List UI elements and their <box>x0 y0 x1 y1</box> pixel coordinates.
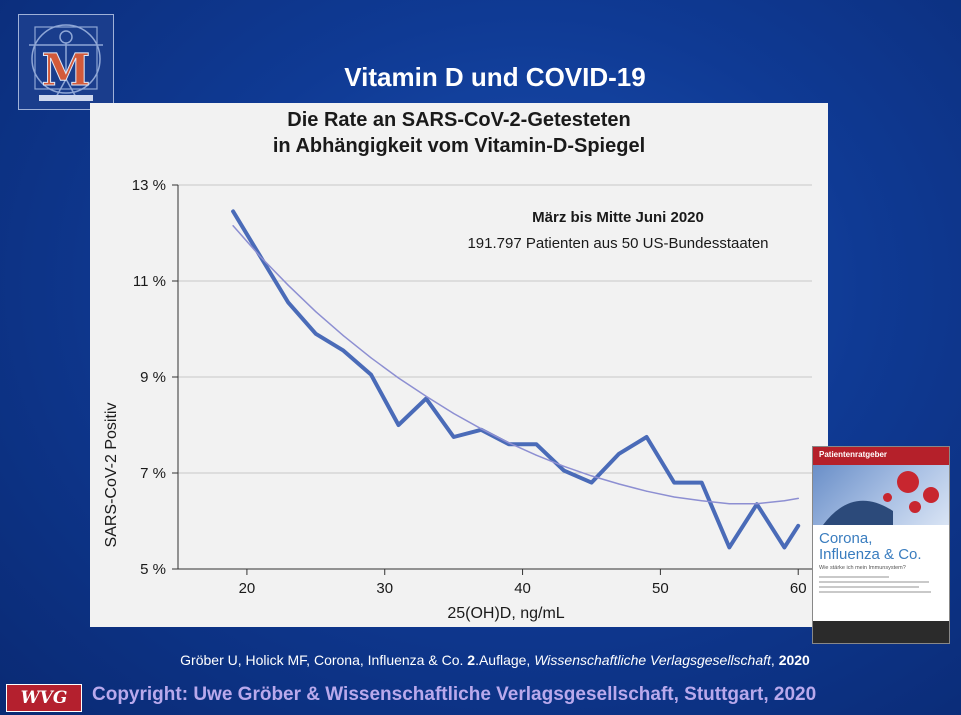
fit-point <box>397 377 400 379</box>
data-point <box>286 301 290 305</box>
x-axis-label: 25(OH)D, ng/mL <box>447 605 564 622</box>
chart-annotation-period: März bis Mitte Juni 2020 <box>532 209 704 226</box>
fit-point <box>783 500 786 502</box>
chart-title-line2: in Abhängigkeit vom Vitamin-D-Spiegel <box>272 135 646 157</box>
data-point <box>562 469 566 473</box>
data-point <box>397 423 401 427</box>
citation-publisher: Wissenschaftliche Verlagsgesellschaft <box>534 652 771 668</box>
fit-point <box>618 483 620 485</box>
wvg-logo: WVG <box>6 684 82 712</box>
fit-point <box>480 428 482 430</box>
svg-text:M: M <box>42 45 91 96</box>
data-point <box>672 481 676 485</box>
book-cover-illustration <box>813 465 949 525</box>
book-title-line2: Influenza & Co. <box>819 546 922 563</box>
citation-edition: 2 <box>467 652 476 668</box>
fit-point <box>756 503 758 505</box>
citation-edition-suffix: .Auflage, <box>475 652 535 668</box>
fit-curve-line <box>232 225 799 505</box>
data-point <box>314 332 318 336</box>
citation: Gröber U, Holick MF, Corona, Influenza &… <box>0 652 961 668</box>
fit-point <box>563 465 565 467</box>
data-point <box>617 452 621 456</box>
data-point <box>341 349 345 353</box>
x-tick-label: 20 <box>239 580 256 597</box>
fit-point <box>453 412 455 415</box>
book-cover: Patientenratgeber Corona, Influenza & Co… <box>812 446 950 644</box>
x-tick-label: 40 <box>514 580 531 597</box>
fit-point <box>701 500 703 502</box>
chart-title: Die Rate an SARS-CoV-2-Getesteten in Abh… <box>90 107 828 159</box>
book-text-lines <box>813 576 949 593</box>
book-footer <box>813 621 949 643</box>
slide-title: Vitamin D und COVID-19 <box>344 62 646 92</box>
data-point <box>782 545 786 549</box>
svg-text:M: M <box>42 45 91 96</box>
fit-point <box>508 442 510 444</box>
fit-point <box>315 311 317 313</box>
fit-point <box>535 454 537 456</box>
vitruvian-man-logo: M M <box>18 14 114 110</box>
fit-point <box>232 225 234 227</box>
data-point <box>727 545 731 549</box>
copyright-text: Copyright: Uwe Gröber & Wissenschaftlich… <box>92 684 817 705</box>
data-point <box>700 481 704 485</box>
citation-prefix: Gröber U, Holick MF, Corona, Influenza &… <box>180 652 468 668</box>
fit-point <box>673 496 675 498</box>
y-tick-label: 11 % <box>133 273 166 290</box>
citation-year: 2020 <box>778 652 810 668</box>
x-tick-label: 50 <box>652 580 669 597</box>
book-subtitle: Wie stärke ich mein Immunsystem? <box>819 565 906 571</box>
y-tick-label: 7 % <box>140 465 166 482</box>
fit-point <box>425 395 427 397</box>
fit-point <box>797 497 799 500</box>
fit-point <box>287 284 289 286</box>
x-tick-label: 30 <box>376 580 393 597</box>
axis-layer: 5 % 7 % 9 % 11 % 13 % 20 30 40 50 60 <box>132 177 812 597</box>
x-tick-label: 60 <box>790 580 807 597</box>
data-point <box>424 397 428 401</box>
data-point <box>534 442 538 446</box>
observed-data-line <box>231 209 801 550</box>
fit-point <box>260 256 262 258</box>
chart-annotation-patients: 191.797 Patienten aus 50 US-Bundesstaate… <box>467 235 768 252</box>
chart-title-line1: Die Rate an SARS-CoV-2-Getesteten <box>287 109 631 131</box>
data-point <box>231 209 235 213</box>
book-header: Patientenratgeber <box>813 447 949 465</box>
fit-point <box>342 335 344 337</box>
fit-point <box>646 490 648 492</box>
data-point <box>589 481 593 485</box>
data-point <box>796 524 800 528</box>
data-point <box>452 435 456 439</box>
data-point <box>369 373 373 377</box>
fit-point <box>590 475 593 477</box>
fit-point <box>728 503 730 505</box>
y-axis-label: SARS-CoV-2 Positiv <box>103 403 120 548</box>
y-tick-label: 13 % <box>132 177 166 194</box>
book-title-line1: Corona, <box>819 530 873 547</box>
fit-point <box>370 357 372 359</box>
citation-separator: , <box>770 652 779 668</box>
series-layer <box>231 209 801 550</box>
chart-panel: Die Rate an SARS-CoV-2-Getesteten in Abh… <box>90 103 828 627</box>
y-tick-label: 5 % <box>140 561 166 578</box>
data-point <box>645 435 649 439</box>
y-tick-label: 9 % <box>140 369 166 386</box>
line-chart: 5 % 7 % 9 % 11 % 13 % 20 30 40 50 60 März bis Mit… <box>103 177 812 622</box>
book-title: Corona, Influenza & Co. <box>813 525 949 563</box>
